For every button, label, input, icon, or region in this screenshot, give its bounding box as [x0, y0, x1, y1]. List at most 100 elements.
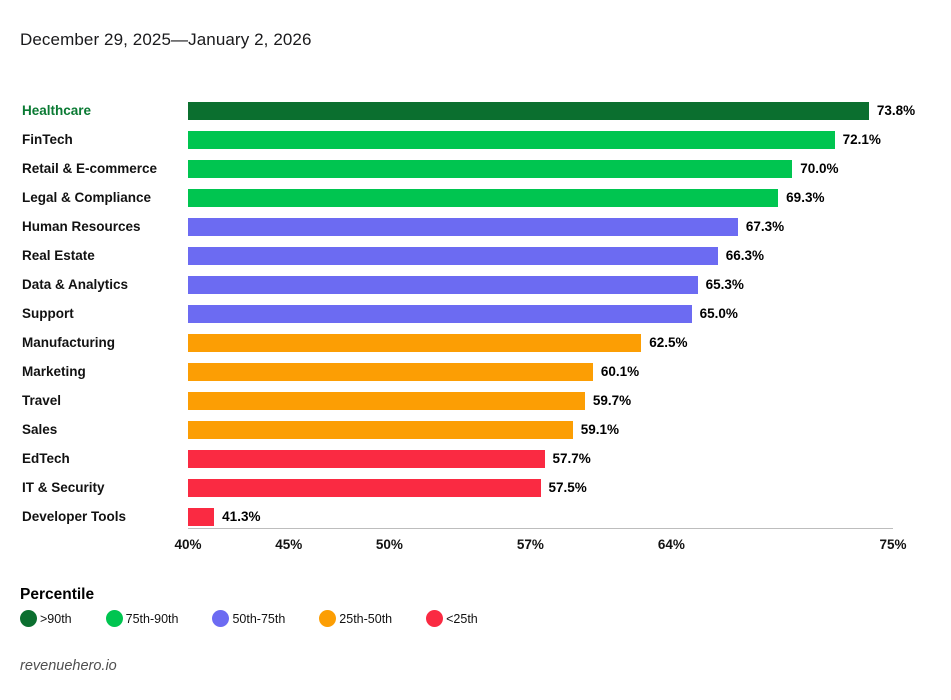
value-label: 69.3% [786, 190, 825, 205]
legend-item: <25th [426, 610, 478, 627]
x-tick-label: 50% [375, 537, 403, 552]
bar-track: 65.0% [188, 304, 893, 323]
bar-row: FinTech 72.1% [0, 125, 951, 154]
bar-row: Marketing 60.1% [0, 357, 951, 386]
bar-row: Healthcare 73.8% [0, 96, 951, 125]
legend-dot-icon [212, 610, 230, 627]
legend-dot-icon [105, 610, 123, 627]
bar-row: Retail & E-commerce 70.0% [0, 154, 951, 183]
value-label: 73.8% [876, 103, 916, 118]
x-axis-line [188, 528, 893, 529]
legend-item-label: >90th [40, 611, 72, 626]
bar-track: 70.0% [188, 159, 893, 178]
legend-dot-icon [319, 610, 337, 627]
category-label: Sales [22, 422, 58, 437]
bar-track: 62.5% [188, 333, 893, 352]
x-tick-label: 40% [174, 537, 202, 552]
value-label: 41.3% [222, 509, 261, 524]
category-label: EdTech [22, 451, 70, 466]
value-label: 57.7% [552, 451, 591, 466]
legend: >90th 75th-90th 50th-75th 25th-50th <25t… [20, 610, 478, 627]
bar [188, 130, 835, 149]
bar [188, 159, 793, 178]
x-axis-ticks: 40% 45% 50% 57% 64% 75% [174, 537, 906, 557]
legend-item-label: 25th-50th [339, 611, 393, 626]
legend-item: 75th-90th [105, 610, 179, 627]
category-label: Travel [22, 393, 62, 408]
category-label: Developer Tools [22, 509, 127, 524]
x-tick-label: 57% [516, 537, 544, 552]
bar [188, 304, 692, 323]
bar-row: Legal & Compliance 69.3% [0, 183, 951, 212]
value-label: 67.3% [745, 219, 785, 234]
bar [188, 362, 593, 381]
category-label: Human Resources [22, 219, 141, 234]
category-label: Data & Analytics [22, 277, 129, 292]
x-tick-label: 75% [879, 537, 907, 552]
bar [188, 420, 573, 439]
bar-track: 57.7% [188, 449, 893, 468]
value-label: 72.1% [842, 132, 881, 147]
bar-row: Human Resources 67.3% [0, 212, 951, 241]
value-label: 66.3% [725, 248, 765, 263]
category-label: Support [22, 306, 74, 321]
category-label: Real Estate [22, 248, 95, 263]
source-attribution: revenuehero.io [20, 658, 117, 674]
legend-item-label: <25th [446, 611, 478, 626]
bar-row: Data & Analytics 65.3% [0, 270, 951, 299]
bar-row: Support 65.0% [0, 299, 951, 328]
bar-row: IT & Security 57.5% [0, 473, 951, 502]
bar-track: 73.8% [188, 101, 915, 120]
bar-chart: Healthcare 73.8% FinTech 72.1% Retail & … [0, 96, 951, 531]
value-label: 65.3% [705, 277, 744, 292]
bar-row: Real Estate 66.3% [0, 241, 951, 270]
bar-track: 41.3% [188, 507, 893, 526]
bar-track: 69.3% [188, 188, 893, 207]
bar [188, 391, 585, 410]
category-label: Manufacturing [22, 335, 115, 350]
value-label: 65.0% [699, 306, 738, 321]
value-label: 57.5% [548, 480, 587, 495]
category-label: Healthcare [22, 103, 92, 118]
category-label: Legal & Compliance [22, 190, 152, 205]
value-label: 70.0% [800, 161, 839, 176]
category-label: Marketing [22, 364, 86, 379]
legend-item: 25th-50th [319, 610, 392, 627]
bar-row: Manufacturing 62.5% [0, 328, 951, 357]
bar-track: 66.3% [188, 246, 893, 265]
value-label: 59.7% [592, 393, 632, 408]
legend-dot-icon [426, 610, 444, 627]
bar [188, 507, 215, 526]
category-label: IT & Security [22, 480, 105, 495]
legend-item-label: 50th-75th [232, 611, 286, 626]
bar [188, 478, 541, 497]
chart-title: December 29, 2025—January 2, 2026 [20, 30, 312, 49]
legend-title: Percentile [20, 586, 95, 603]
bar [188, 246, 718, 265]
bar [188, 449, 545, 468]
legend-item: >90th [20, 610, 72, 627]
value-label: 59.1% [580, 422, 619, 437]
legend-dot-icon [20, 610, 37, 627]
bar-track: 65.3% [188, 275, 893, 294]
bar [188, 188, 779, 207]
bar-row: EdTech 57.7% [0, 444, 951, 473]
category-label: FinTech [22, 132, 73, 147]
legend-item-label: 75th-90th [125, 611, 179, 626]
bar-track: 72.1% [188, 130, 893, 149]
value-label: 60.1% [600, 364, 640, 379]
bar-track: 57.5% [188, 478, 893, 497]
bar [188, 275, 698, 294]
bar-track: 59.1% [188, 420, 893, 439]
x-tick-label: 64% [657, 537, 685, 552]
bar-row: Travel 59.7% [0, 386, 951, 415]
x-tick-label: 45% [275, 537, 303, 552]
category-label: Retail & E-commerce [22, 161, 158, 176]
legend-item: 50th-75th [212, 610, 285, 627]
bar-track: 67.3% [188, 217, 893, 236]
value-label: 62.5% [649, 335, 688, 350]
bar-row: Sales 59.1% [0, 415, 951, 444]
bar [188, 217, 738, 236]
bar [188, 101, 869, 120]
